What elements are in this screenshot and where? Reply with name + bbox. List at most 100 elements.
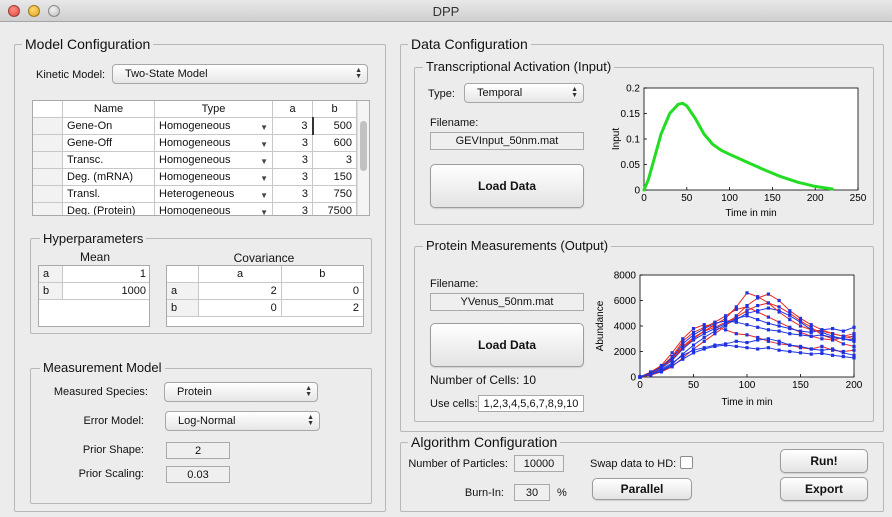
column-header-type[interactable]: Type <box>154 101 273 118</box>
table-scrollbar-thumb[interactable] <box>360 121 367 171</box>
data-point <box>756 335 760 340</box>
covariance-cell[interactable]: 2 <box>198 282 282 300</box>
prior-shape-label: Prior Shape: <box>82 444 144 456</box>
cell-b[interactable]: 7500 <box>312 202 357 215</box>
cell-type-select[interactable]: Heterogeneous ▼ <box>154 185 273 203</box>
prior-shape-field[interactable]: 2 <box>166 442 230 459</box>
covariance-cell[interactable]: 0 <box>280 282 363 300</box>
mean-cell[interactable]: 1000 <box>62 282 149 300</box>
cell-b[interactable]: 150 <box>312 168 357 186</box>
kinetic-model-select[interactable]: Two-State Model ▲ ▼ <box>112 64 368 84</box>
swap-data-checkbox[interactable] <box>680 456 693 469</box>
prior-scaling-field[interactable]: 0.03 <box>166 466 230 483</box>
measured-species-select[interactable]: Protein ▲ ▼ <box>164 382 318 402</box>
mean-cell[interactable]: 1 <box>62 266 149 283</box>
row-header[interactable] <box>33 185 63 203</box>
data-point <box>670 361 674 365</box>
minimize-window-button[interactable] <box>28 5 40 17</box>
data-point <box>766 292 770 296</box>
data-point <box>841 329 845 333</box>
cell-a[interactable]: 3 <box>272 117 314 135</box>
data-point <box>745 341 749 345</box>
cell-b[interactable]: 750 <box>312 185 357 203</box>
parameter-table: Name Type a b Gene-On Homogeneous ▼ 3 500… <box>33 101 357 215</box>
cell-a[interactable]: 3 <box>272 185 313 203</box>
cell-b[interactable]: 500 <box>312 117 357 135</box>
error-model-label: Error Model: <box>83 415 144 427</box>
data-point <box>724 328 728 332</box>
input-load-data-button[interactable]: Load Data <box>430 164 584 208</box>
cell-a[interactable]: 3 <box>272 134 313 152</box>
data-point <box>691 351 696 355</box>
output-load-data-button[interactable]: Load Data <box>430 323 584 367</box>
export-button[interactable]: Export <box>780 477 868 501</box>
data-point <box>702 327 706 331</box>
data-point <box>724 343 728 347</box>
data-point <box>756 347 760 351</box>
data-point <box>681 346 685 350</box>
table-scrollbar[interactable] <box>357 101 369 215</box>
row-header[interactable] <box>33 117 63 135</box>
column-header-a[interactable]: a <box>272 101 313 118</box>
cell-b[interactable]: 600 <box>312 134 357 152</box>
hyperparameters-panel <box>30 238 372 334</box>
row-header[interactable] <box>33 168 63 186</box>
data-point <box>724 324 728 328</box>
cell-a[interactable]: 3 <box>272 168 313 186</box>
cell-type-select[interactable]: Homogeneous ▼ <box>154 168 273 186</box>
column-header-name[interactable]: Name <box>62 101 155 118</box>
run-button[interactable]: Run! <box>780 449 868 473</box>
row-header[interactable]: b <box>39 282 63 300</box>
data-point <box>809 347 813 351</box>
covariance-cell[interactable]: 0 <box>198 299 282 317</box>
cell-name[interactable]: Deg. (mRNA) <box>62 168 155 186</box>
use-cells-field[interactable]: 1,2,3,4,5,6,7,8,9,10 <box>478 395 584 412</box>
title-bar <box>0 0 892 22</box>
row-header[interactable]: a <box>167 282 200 300</box>
cell-name[interactable]: Gene-On <box>62 117 155 135</box>
row-header[interactable] <box>33 202 63 215</box>
data-point <box>670 356 674 360</box>
y-tick-label: 0.05 <box>621 160 641 171</box>
row-header[interactable] <box>33 134 63 152</box>
cell-name[interactable]: Deg. (Protein) <box>62 202 155 215</box>
column-header-b[interactable]: b <box>280 266 363 283</box>
cell-b[interactable]: 3 <box>312 151 357 169</box>
data-point <box>766 337 770 341</box>
output-panel-title: Protein Measurements (Output) <box>423 238 612 254</box>
covariance-cell[interactable]: 2 <box>280 299 363 317</box>
cell-name[interactable]: Transl. <box>62 185 155 203</box>
close-window-button[interactable] <box>8 5 20 17</box>
data-point <box>852 348 856 352</box>
data-point <box>809 323 813 327</box>
cell-type-select[interactable]: Homogeneous ▼ <box>154 134 273 152</box>
column-header-b[interactable]: b <box>312 101 357 118</box>
particles-field[interactable]: 10000 <box>514 455 564 472</box>
data-point <box>659 367 663 371</box>
zoom-window-button[interactable] <box>48 5 60 17</box>
input-type-select[interactable]: Temporal ▲ ▼ <box>464 83 584 103</box>
cell-name[interactable]: Transc. <box>62 151 155 169</box>
x-tick-label: 200 <box>846 380 863 391</box>
data-point <box>831 335 835 340</box>
cell-name[interactable]: Gene-Off <box>62 134 155 152</box>
cell-type-select[interactable]: Homogeneous ▼ <box>154 117 273 135</box>
data-point <box>777 320 781 324</box>
covariance-title: Covariance <box>233 251 295 265</box>
burnin-field[interactable]: 30 <box>514 484 550 501</box>
error-model-select[interactable]: Log-Normal ▲ ▼ <box>165 411 320 431</box>
cell-type-select[interactable]: Homogeneous ▼ <box>154 202 273 215</box>
data-point <box>713 344 717 348</box>
column-header-a[interactable]: a <box>198 266 282 283</box>
measured-species-label: Measured Species: <box>53 386 148 398</box>
data-point <box>734 339 738 343</box>
row-header[interactable]: a <box>39 266 63 283</box>
cell-a[interactable]: 3 <box>272 151 313 169</box>
row-header[interactable] <box>33 151 63 169</box>
data-point <box>724 319 728 323</box>
updown-arrows-icon: ▲ ▼ <box>307 414 314 427</box>
cell-type-select[interactable]: Homogeneous ▼ <box>154 151 273 169</box>
parallel-button[interactable]: Parallel <box>592 478 692 500</box>
row-header[interactable]: b <box>167 299 200 317</box>
cell-a[interactable]: 3 <box>272 202 313 215</box>
